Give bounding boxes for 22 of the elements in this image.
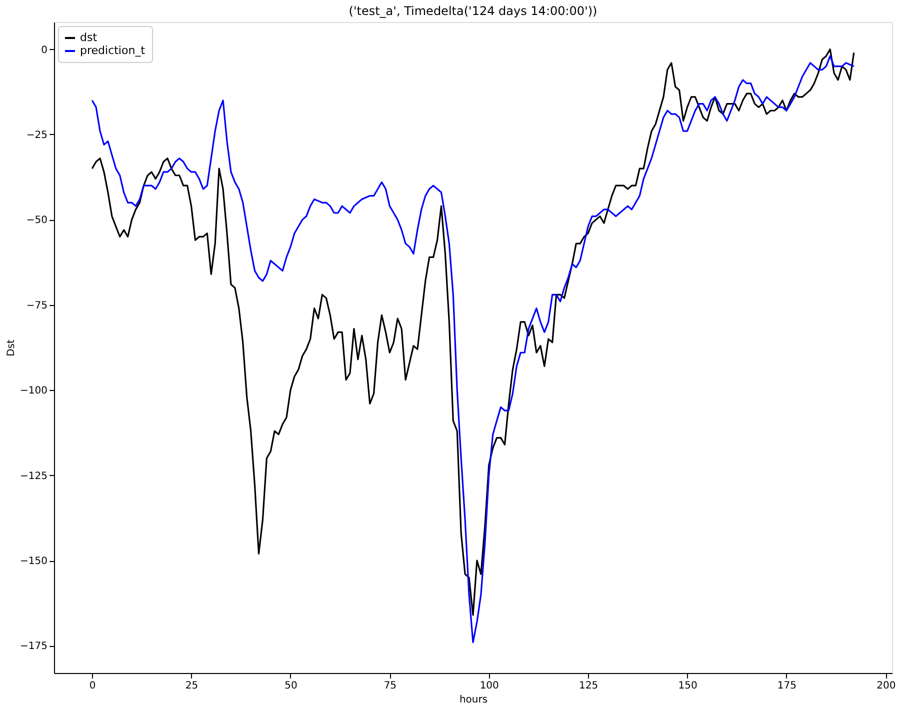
x-tick-label: 175 bbox=[777, 680, 797, 692]
y-axis-title: Dst bbox=[6, 340, 18, 356]
x-axis-title: hours bbox=[459, 694, 488, 706]
y-tick-label: −150 bbox=[20, 556, 48, 568]
y-tick-label: −75 bbox=[26, 300, 48, 312]
legend-label: dst bbox=[80, 31, 98, 44]
x-tick-label: 75 bbox=[384, 680, 397, 692]
y-tick-label: −25 bbox=[26, 130, 48, 141]
y-tick-label: −175 bbox=[20, 641, 48, 652]
y-tick-label: −125 bbox=[20, 470, 48, 482]
x-tick-label: 25 bbox=[185, 680, 198, 692]
y-tick-label: −100 bbox=[20, 386, 48, 397]
x-tick-label: 200 bbox=[876, 680, 896, 692]
x-tick-label: 0 bbox=[89, 680, 96, 692]
x-tick-label: 50 bbox=[284, 680, 298, 692]
y-tick-label: 0 bbox=[41, 44, 48, 56]
x-tick-label: 125 bbox=[579, 680, 598, 692]
legend-label: prediction_t bbox=[80, 44, 146, 57]
chart-title: ('test_a', Timedelta('124 days 14:00:00')) bbox=[348, 4, 598, 18]
x-tick-label: 150 bbox=[678, 680, 698, 692]
y-tick-label: −50 bbox=[26, 215, 48, 226]
x-tick-label: 100 bbox=[480, 680, 499, 692]
